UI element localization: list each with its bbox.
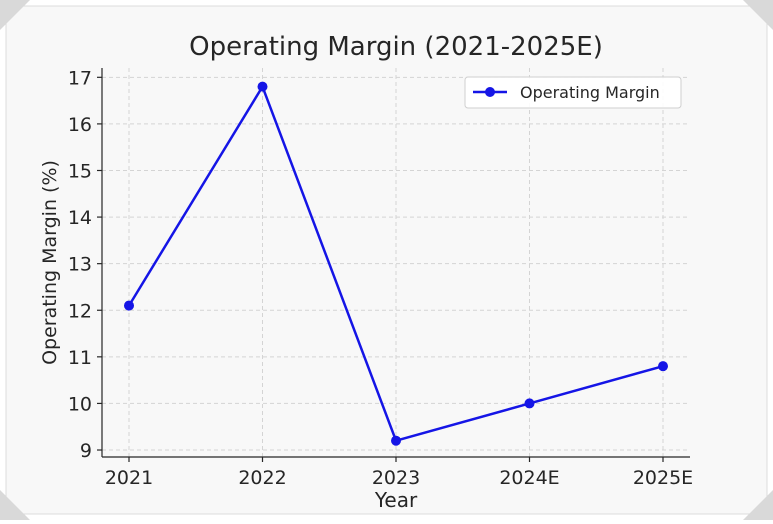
chart-title: Operating Margin (2021-2025E) [189, 32, 603, 62]
corner-fold-top-right [743, 0, 773, 30]
data-point [257, 81, 268, 92]
data-point [391, 435, 401, 446]
y-tick-label: 15 [68, 160, 92, 182]
y-tick-label: 16 [68, 114, 92, 136]
x-tick-label: 2022 [238, 467, 286, 489]
series-layer [124, 81, 668, 446]
corner-fold-top-left [0, 0, 30, 30]
axes [97, 68, 690, 462]
x-tick-label: 2023 [372, 467, 420, 489]
y-tick-label: 12 [68, 300, 92, 322]
y-tick-label: 13 [68, 254, 92, 276]
x-tick-label: 2021 [105, 467, 153, 489]
y-tick-label: 9 [80, 440, 92, 462]
y-tick-label: 17 [68, 67, 92, 89]
y-tick-label: 14 [68, 207, 92, 229]
corner-fold-bottom-left [0, 490, 30, 520]
data-point [124, 300, 134, 311]
data-point [658, 361, 668, 372]
legend: Operating Margin [464, 76, 682, 109]
x-tick-label: 2025E [633, 467, 693, 489]
tick-labels: 9 10 11 12 13 14 15 16 17 2021 2022 2023 2024E 2025E [68, 67, 693, 489]
y-axis-label: Operating Margin (%) [39, 160, 61, 365]
corner-fold-bottom-right [743, 490, 773, 520]
data-point [524, 398, 535, 409]
legend-box [464, 76, 682, 109]
x-tick-label: 2024E [499, 467, 559, 489]
y-tick-label: 11 [68, 347, 92, 369]
legend-marker-swatch [485, 87, 495, 97]
legend-label: Operating Margin [520, 83, 660, 102]
y-tick-label: 10 [68, 393, 92, 415]
x-axis-label: Year [374, 488, 418, 512]
